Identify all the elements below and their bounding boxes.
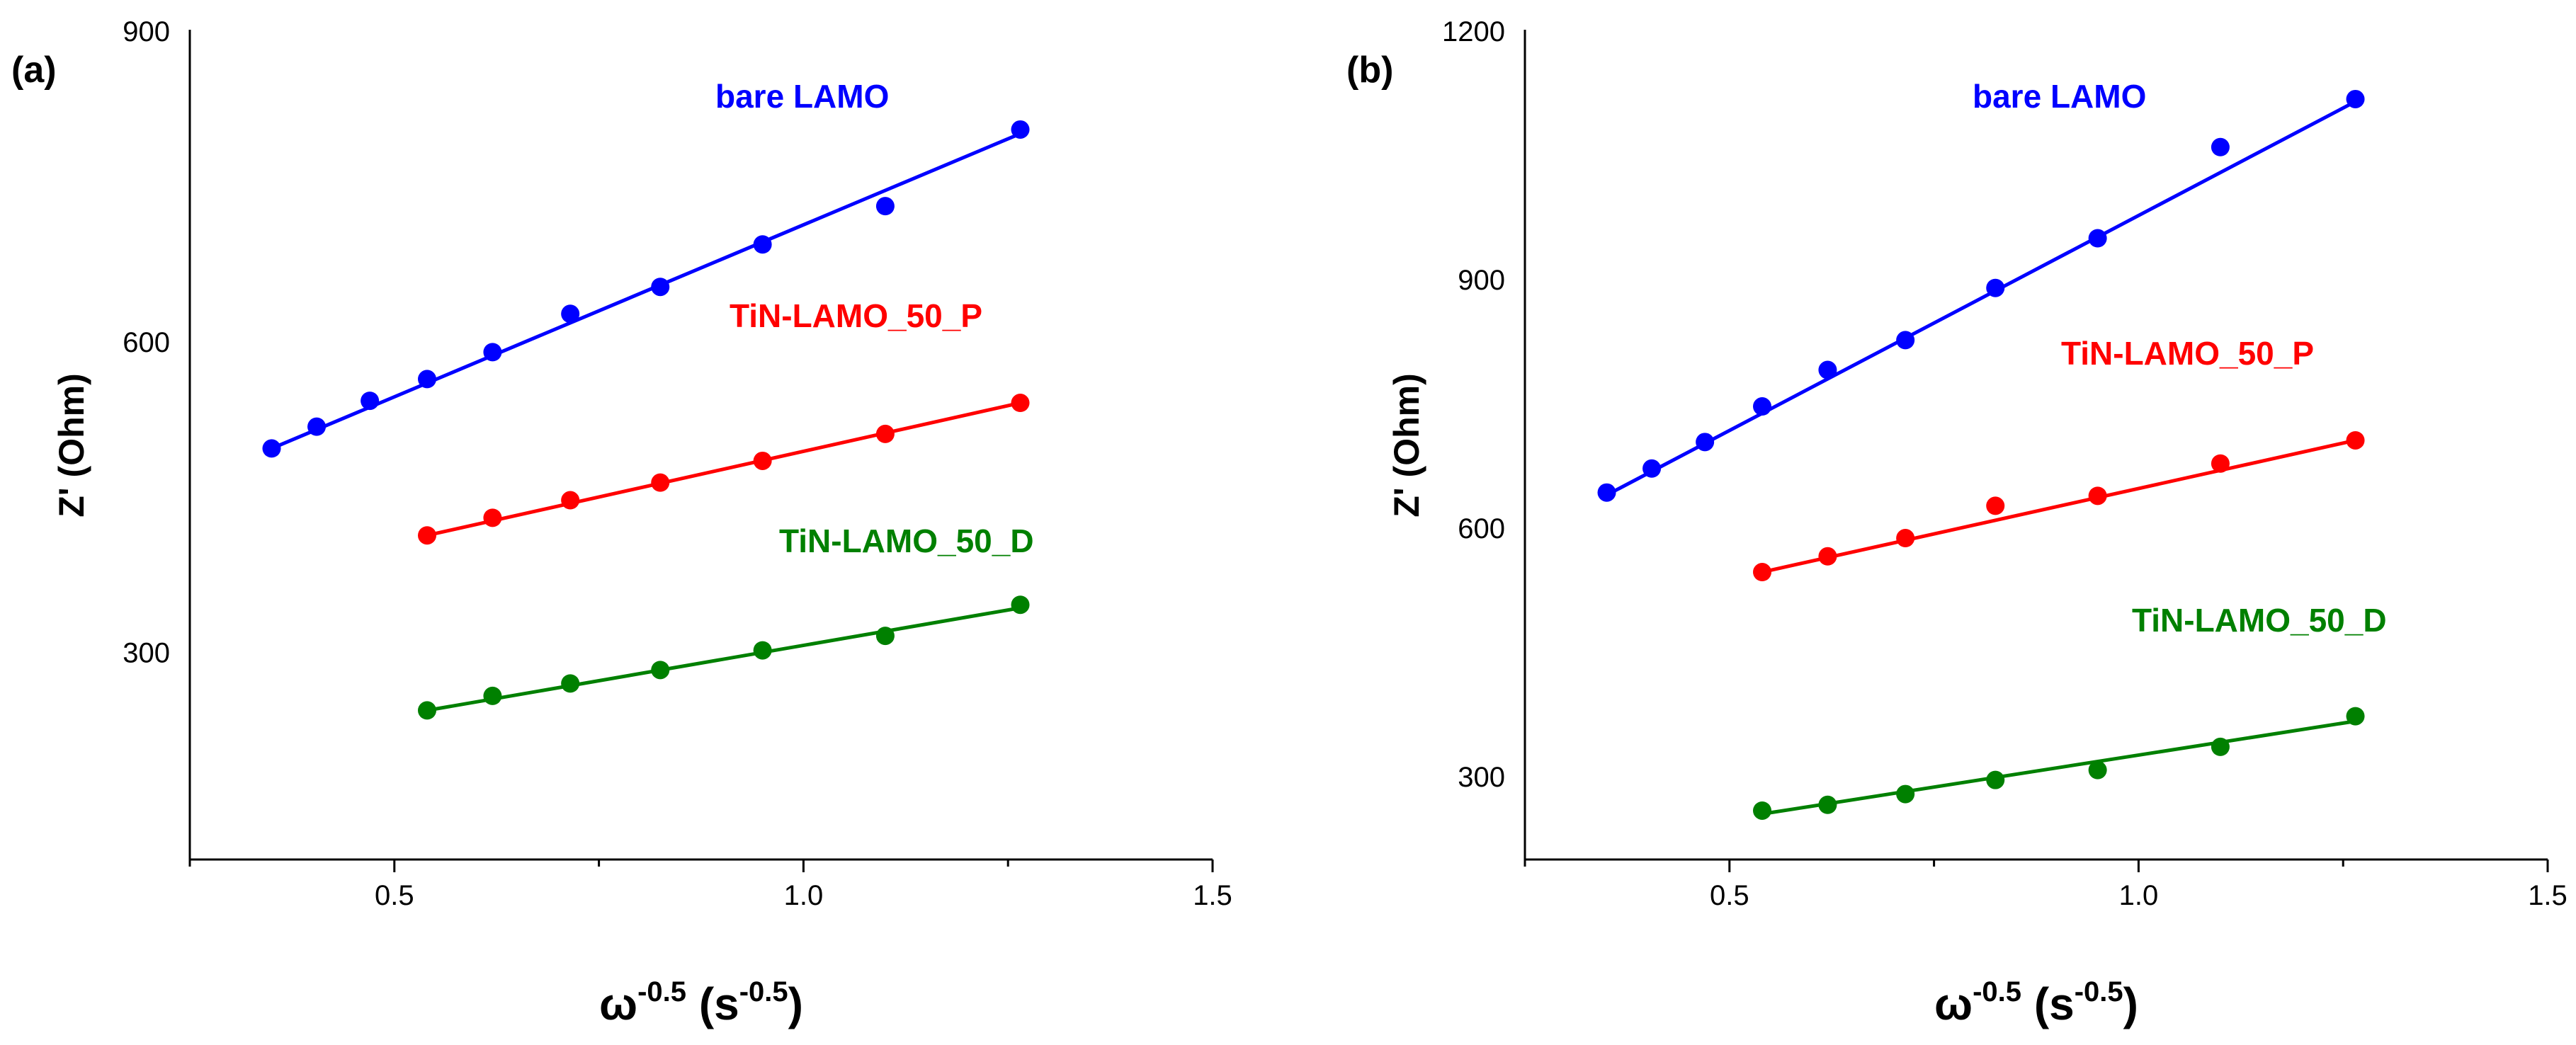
data-point [483,508,502,527]
data-point [262,439,281,458]
data-point [2346,707,2365,726]
data-point [483,686,502,705]
fit-line [426,401,1021,537]
series-1: TiN-LAMO_50_P [1753,335,2365,582]
data-point [1986,278,2005,297]
data-point [418,526,437,545]
x-axis-label-part: ω [1934,978,1973,1029]
data-point [418,370,437,389]
x-axis-label-part: ) [788,978,803,1029]
data-point [1818,547,1837,566]
data-point [1896,331,1915,350]
x-tick-label: 0.5 [1710,880,1749,911]
data-point [2346,430,2365,450]
data-point [1753,563,1772,582]
fit-line [271,132,1021,450]
x-axis-label-part: ω [599,978,637,1029]
x-axis-label-part: ) [2123,978,2138,1029]
data-point [1696,433,1715,452]
data-point [1818,360,1837,379]
data-point [1896,529,1915,548]
series-0: bare LAMO [262,78,1030,458]
data-point [753,451,772,470]
data-point [418,701,437,720]
data-point [307,417,327,436]
data-point [2088,486,2107,506]
y-axis-label: Z' (Ohm) [1387,373,1426,518]
data-point [483,343,502,362]
data-point [2346,89,2365,108]
data-point [1597,483,1616,502]
x-tick-label: 1.0 [784,880,824,911]
data-point [651,473,670,492]
series-label: TiN-LAMO_50_D [2132,602,2387,639]
data-point [1753,801,1772,820]
data-point [2211,454,2230,473]
series-label: bare LAMO [1973,78,2146,115]
data-point [651,278,670,297]
data-point [2211,137,2230,156]
data-point [1642,459,1662,478]
series-2: TiN-LAMO_50_D [1753,602,2387,820]
y-tick-label: 600 [123,327,170,358]
y-tick-label: 300 [1458,762,1505,793]
series-label: bare LAMO [715,78,889,115]
x-axis-label-part: -0.5 [2075,976,2123,1007]
y-tick-label: 300 [123,638,170,669]
data-point [561,674,580,693]
x-axis-label-part: (s [2021,978,2075,1029]
x-tick-label: 1.5 [2528,880,2568,911]
data-point [753,641,772,660]
data-point [1011,595,1030,615]
y-axis-label: Z' (Ohm) [52,373,91,518]
fit-line [426,606,1021,712]
data-point [2088,229,2107,248]
series-label: TiN-LAMO_50_D [779,522,1034,559]
data-point [1818,795,1837,814]
data-point [561,491,580,510]
y-tick-label: 1200 [1442,16,1505,47]
x-axis-label-part: -0.5 [739,976,788,1007]
data-point [875,424,895,443]
data-point [2088,760,2107,780]
y-tick-label: 600 [1458,513,1505,544]
x-tick-label: 1.0 [2119,880,2159,911]
data-point [1986,496,2005,515]
x-tick-label: 0.5 [375,880,414,911]
series-2: TiN-LAMO_50_D [418,522,1034,720]
x-tick-label: 1.5 [1193,880,1232,911]
fit-line [1761,438,2356,574]
panel-label: (b) [1346,50,1393,91]
data-point [561,304,580,324]
x-axis-label-part: (s [686,978,739,1029]
x-axis-label-part: -0.5 [637,976,686,1007]
fit-line [1761,719,2356,816]
data-point [2211,737,2230,756]
series-1: TiN-LAMO_50_P [418,297,1030,545]
data-point [875,197,895,216]
data-point [875,627,895,646]
x-axis-label-part: -0.5 [1973,976,2021,1007]
data-point [1011,394,1030,413]
y-tick-label: 900 [1458,265,1505,296]
panel-label: (a) [11,50,57,91]
data-point [753,235,772,254]
data-point [361,392,380,411]
y-tick-label: 900 [123,16,170,47]
series-label: TiN-LAMO_50_P [730,297,982,334]
x-axis-label: ω-0.5 (s-0.5) [1934,976,2138,1029]
data-point [1753,397,1772,416]
data-point [1986,770,2005,789]
series-0: bare LAMO [1597,78,2365,502]
fit-line [1606,100,2356,497]
data-point [1011,120,1030,139]
series-label: TiN-LAMO_50_P [2061,335,2314,372]
x-axis-label: ω-0.5 (s-0.5) [599,976,803,1029]
data-point [1896,784,1915,804]
data-point [651,661,670,680]
